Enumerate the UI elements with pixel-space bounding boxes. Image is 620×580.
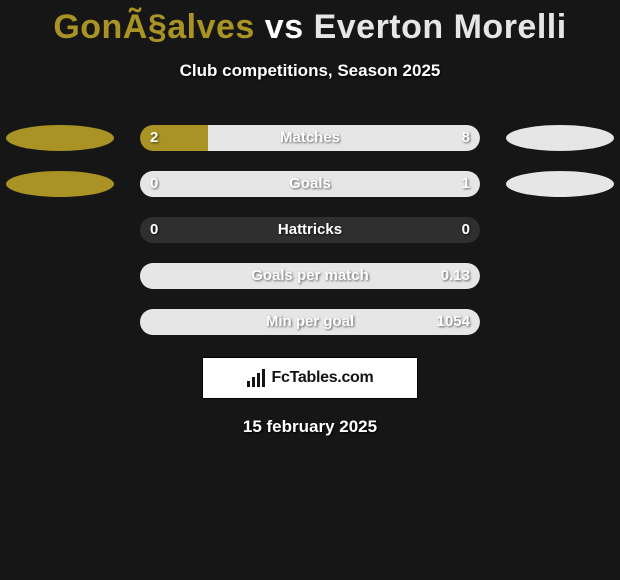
stat-label: Hattricks bbox=[140, 217, 480, 243]
stat-row: 01Goals bbox=[0, 171, 620, 197]
brand-box: FcTables.com bbox=[202, 357, 418, 399]
stat-label: Min per goal bbox=[140, 309, 480, 335]
stat-row: 0.13Goals per match bbox=[0, 263, 620, 289]
page-title: GonÃ§alves vs Everton Morelli bbox=[0, 0, 620, 47]
subtitle: Club competitions, Season 2025 bbox=[0, 61, 620, 81]
stat-label: Goals bbox=[140, 171, 480, 197]
stat-row: 00Hattricks bbox=[0, 217, 620, 243]
brand-text: FcTables.com bbox=[272, 369, 374, 387]
player2-ellipse bbox=[506, 125, 614, 151]
stat-row: 1054Min per goal bbox=[0, 309, 620, 335]
date-label: 15 february 2025 bbox=[0, 417, 620, 437]
stat-row: 28Matches bbox=[0, 125, 620, 151]
player2-name: Everton Morelli bbox=[314, 8, 567, 46]
comparison-infographic: GonÃ§alves vs Everton Morelli Club compe… bbox=[0, 0, 620, 580]
stats-area: 28Matches 01Goals 00Hattricks 0.13Goals per… bbox=[0, 125, 620, 335]
vs-label: vs bbox=[265, 8, 304, 46]
player1-ellipse bbox=[6, 171, 114, 197]
player1-name: GonÃ§alves bbox=[53, 8, 255, 46]
stat-label: Matches bbox=[140, 125, 480, 151]
player1-ellipse bbox=[6, 125, 114, 151]
bars-icon bbox=[247, 369, 269, 387]
player2-ellipse bbox=[506, 171, 614, 197]
stat-label: Goals per match bbox=[140, 263, 480, 289]
